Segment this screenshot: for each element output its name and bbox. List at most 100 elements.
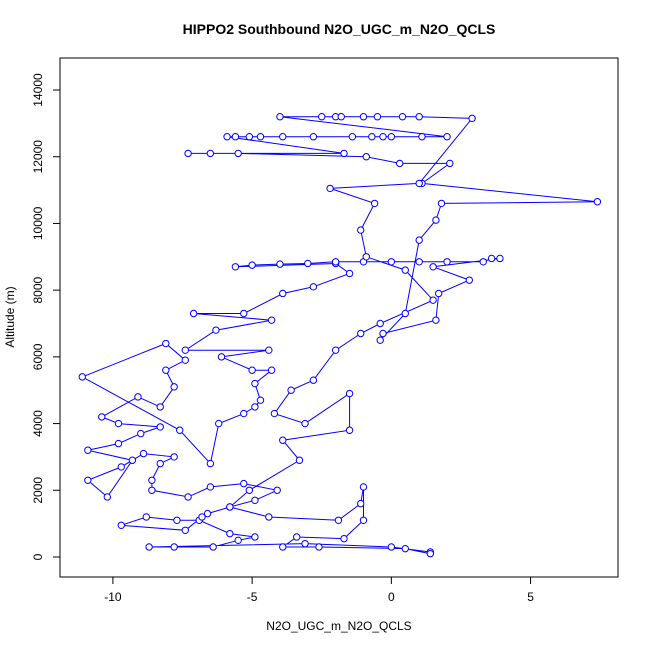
data-point (396, 159, 404, 168)
data-point (468, 114, 476, 123)
data-point (437, 199, 446, 208)
data-point (415, 258, 423, 266)
data-line (81, 116, 598, 555)
data-point (318, 113, 326, 121)
plot-frame (59, 57, 619, 578)
data-point (234, 149, 242, 158)
data-point (415, 236, 423, 244)
data-point (357, 329, 365, 338)
data-point (345, 426, 354, 434)
data-point (162, 339, 170, 348)
data-point (212, 326, 220, 334)
data-point (279, 289, 287, 298)
data-point (270, 409, 279, 418)
data-point (401, 309, 409, 318)
data-point (287, 386, 295, 394)
x-tick-label: -10 (104, 590, 122, 604)
data-point (496, 254, 504, 263)
data-point (387, 543, 396, 551)
data-point (170, 453, 178, 461)
data-point (256, 396, 265, 404)
data-point (304, 259, 312, 268)
data-point (265, 346, 273, 354)
data-point (231, 263, 240, 271)
data-point (443, 258, 451, 266)
data-point (443, 133, 451, 141)
data-point (170, 543, 178, 551)
data-point (398, 113, 407, 121)
data-point (156, 423, 164, 431)
data-point (387, 133, 396, 141)
data-point (226, 503, 234, 511)
data-point (429, 296, 437, 304)
data-point (426, 549, 435, 558)
y-tick-label: 6000 (31, 343, 45, 370)
data-point (240, 479, 248, 488)
data-point (301, 539, 309, 548)
data-point (337, 113, 345, 121)
data-point (134, 393, 142, 401)
data-point (418, 133, 426, 141)
data-point (251, 403, 259, 411)
data-point (434, 289, 443, 298)
data-point (137, 429, 145, 438)
data-point (206, 459, 215, 468)
data-point (340, 534, 348, 543)
data-point (142, 513, 151, 521)
data-point (279, 436, 287, 444)
data-point (170, 383, 178, 391)
data-point (148, 486, 156, 494)
chart-title: HIPPO2 Southbound N2O_UGC_m_N2O_QCLS (183, 21, 496, 37)
data-point (84, 446, 92, 454)
data-point (295, 456, 304, 464)
data-point (368, 133, 376, 141)
data-point (276, 113, 284, 121)
data-point (217, 353, 226, 361)
data-point (114, 419, 123, 428)
data-point (145, 543, 153, 551)
data-point (345, 269, 354, 278)
data-point (84, 476, 92, 484)
x-tick-label: -5 (247, 590, 258, 604)
y-tick-label: 0 (31, 553, 45, 560)
data-point (345, 389, 354, 398)
data-point (173, 516, 181, 524)
data-point (189, 309, 198, 318)
data-point (251, 533, 259, 541)
data-point (334, 516, 343, 524)
data-point (256, 133, 265, 141)
data-point (429, 263, 437, 271)
data-point (181, 526, 189, 535)
data-point (117, 521, 125, 530)
data-point (309, 133, 318, 141)
data-point (240, 409, 248, 418)
data-point (248, 366, 256, 374)
data-point (248, 261, 256, 269)
data-point (379, 133, 387, 141)
data-point (309, 283, 318, 291)
data-point (78, 373, 86, 381)
data-point (148, 476, 156, 484)
data-point (128, 456, 137, 464)
x-tick-label: 5 (527, 590, 534, 604)
data-point (184, 493, 192, 501)
y-tick-label: 12000 (31, 140, 45, 174)
data-point (209, 543, 217, 551)
data-point (206, 149, 215, 158)
data-point (139, 449, 148, 458)
data-point (415, 179, 423, 188)
data-point (331, 346, 340, 354)
data-point (198, 513, 206, 521)
data-point (156, 403, 164, 411)
data-point (326, 184, 334, 193)
data-point (206, 483, 215, 491)
data-point (98, 413, 106, 421)
data-point (357, 499, 365, 508)
data-point (251, 379, 259, 388)
data-point (487, 254, 496, 263)
data-point (265, 513, 273, 521)
data-point (176, 426, 184, 434)
data-point (234, 536, 242, 545)
data-point (267, 316, 276, 324)
data-point (181, 356, 189, 364)
